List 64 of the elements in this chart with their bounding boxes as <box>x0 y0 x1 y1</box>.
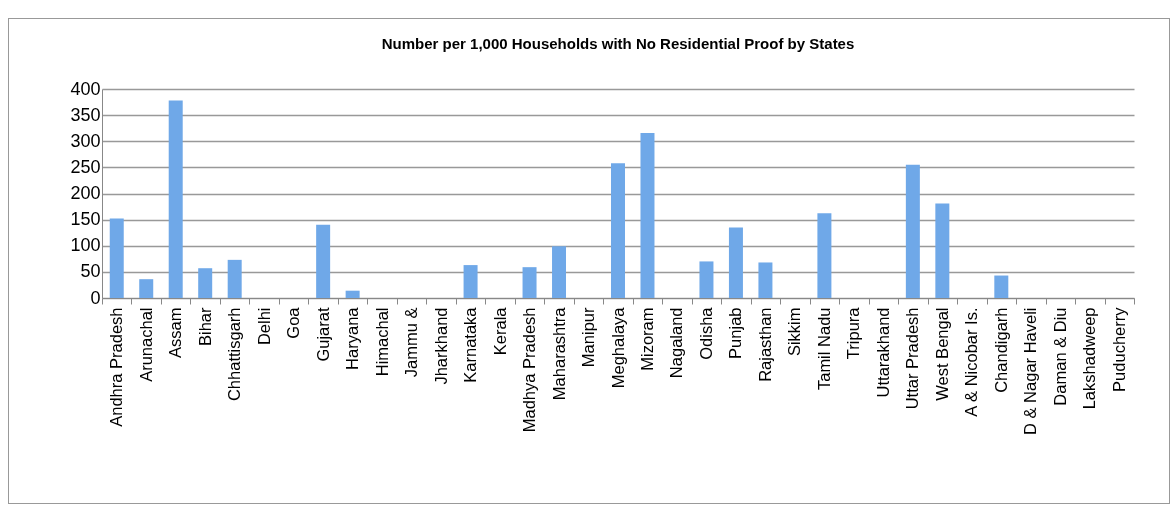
y-tick-label: 150 <box>70 209 101 230</box>
y-tick-label: 200 <box>70 183 101 203</box>
x-tick-label: Tamil Nadu <box>814 307 833 391</box>
x-tick-label: Maharashtra <box>549 306 568 401</box>
y-tick-label: 100 <box>70 235 101 256</box>
x-tick-label: Gujarat <box>313 307 332 362</box>
bar <box>728 227 743 298</box>
x-tick-label: Sikkim <box>785 307 804 357</box>
x-tick-label: Mizoram <box>637 307 656 371</box>
x-tick-label: Himachal <box>372 307 391 377</box>
x-tick-label: Tripura <box>844 306 863 360</box>
x-tick-label: Assam <box>166 307 185 358</box>
bar <box>463 265 478 298</box>
x-tick-label: West Bengal <box>932 307 951 401</box>
x-tick-label: A & Nicobar Is. <box>962 307 981 417</box>
x-tick-label: Meghalaya <box>608 306 627 389</box>
bar <box>345 290 360 298</box>
bar <box>198 268 213 298</box>
x-tick-label: Andhra Pradesh <box>107 307 126 427</box>
x-tick-label: Jharkhand <box>431 307 450 385</box>
x-tick-label: Goa <box>284 306 303 339</box>
x-tick-label: Bihar <box>195 307 214 347</box>
bar <box>522 267 537 298</box>
x-tick-label: Odisha <box>696 306 715 360</box>
x-tick-label: Karnataka <box>461 306 480 383</box>
x-tick-label: Kerala <box>490 306 509 356</box>
bar <box>905 164 920 298</box>
bar <box>139 279 154 298</box>
y-tick-label: 0 <box>90 287 101 308</box>
bar <box>699 261 714 298</box>
bar <box>227 259 242 298</box>
x-tick-label: Haryana <box>343 306 362 370</box>
x-tick-label: Uttar Pradesh <box>903 307 922 410</box>
bar <box>552 246 567 298</box>
y-tick-label: 300 <box>70 130 101 151</box>
x-tick-label: Delhi <box>254 307 273 346</box>
x-tick-label: Manipur <box>579 307 598 368</box>
y-tick-label: 350 <box>70 104 101 125</box>
bar <box>935 203 950 298</box>
x-tick-label: Lakshadweep <box>1080 307 1099 410</box>
y-tick-label: 400 <box>70 78 101 99</box>
x-tick-label: Chandigarh <box>991 307 1010 393</box>
x-tick-label: Puducherry <box>1109 306 1128 392</box>
x-tick-label: Nagaland <box>667 307 686 379</box>
x-tick-label: Rajasthan <box>755 307 774 382</box>
bar <box>640 132 655 298</box>
x-tick-label: Daman & Diu <box>1050 307 1069 406</box>
x-tick-label: D & Nagar Haveli <box>1021 307 1040 435</box>
x-tick-label: Jammu & <box>402 307 421 378</box>
x-tick-label: Madhya Pradesh <box>520 307 539 433</box>
bar <box>109 218 124 298</box>
chart-title: Number per 1,000 Households with No Residential Proof by States <box>381 35 855 52</box>
x-tick-label: Uttarakhand <box>873 307 892 398</box>
y-tick-label: 50 <box>80 261 101 282</box>
x-tick-label: Arunachal <box>136 307 155 382</box>
x-tick-label: Chhattisgarh <box>225 307 244 402</box>
bar <box>611 163 625 298</box>
bar <box>758 262 773 298</box>
bar <box>994 275 1009 298</box>
bar <box>168 100 183 298</box>
x-tick-label: Punjab <box>726 307 745 359</box>
bar <box>316 224 331 298</box>
bar <box>817 213 832 298</box>
y-tick-label: 250 <box>70 156 101 177</box>
